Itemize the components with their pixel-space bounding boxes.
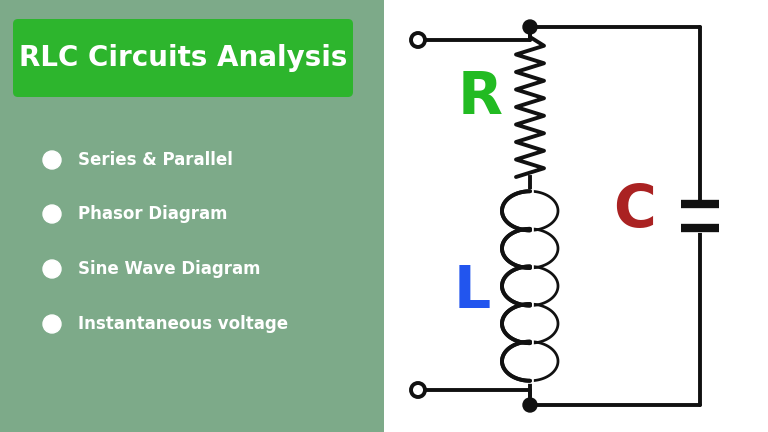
FancyBboxPatch shape xyxy=(13,19,353,97)
Text: RLC Circuits Analysis: RLC Circuits Analysis xyxy=(18,44,347,72)
Text: Instantaneous voltage: Instantaneous voltage xyxy=(78,315,288,333)
Text: C: C xyxy=(614,182,657,239)
Circle shape xyxy=(523,20,537,34)
Circle shape xyxy=(411,33,425,47)
Circle shape xyxy=(523,398,537,412)
Text: Series & Parallel: Series & Parallel xyxy=(78,151,233,169)
Circle shape xyxy=(43,315,61,333)
Text: L: L xyxy=(453,263,491,320)
Text: Phasor Diagram: Phasor Diagram xyxy=(78,205,227,223)
Circle shape xyxy=(43,151,61,169)
Circle shape xyxy=(43,205,61,223)
Text: R: R xyxy=(458,69,502,126)
Bar xyxy=(384,0,768,432)
Circle shape xyxy=(43,260,61,278)
Circle shape xyxy=(411,383,425,397)
Text: Sine Wave Diagram: Sine Wave Diagram xyxy=(78,260,260,278)
